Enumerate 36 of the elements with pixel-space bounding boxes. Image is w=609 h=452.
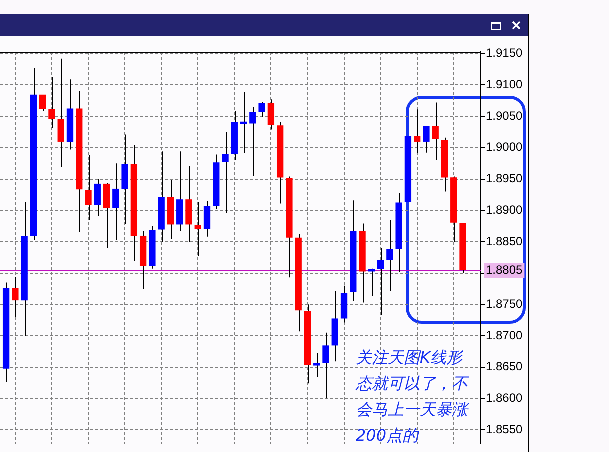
candlestick [240,92,248,154]
candlestick [377,248,384,316]
candlestick [58,58,64,168]
y-tick-label: 1.8950 [486,172,524,186]
y-tick-label: 1.8900 [486,202,524,217]
candlestick [432,102,439,161]
candlestick [386,220,394,292]
y-tick-label: 1.8700 [486,328,524,342]
candlestick [250,106,256,177]
candlestick [94,178,101,217]
candlestick [368,268,375,297]
y-tick-label: 1.9150 [486,46,524,60]
candlestick [268,99,275,130]
candlestick [258,102,266,118]
y-tick-label: 1.8850 [486,234,524,248]
y-tick-label: 1.8650 [486,360,524,374]
y-tick-label: 1.9050 [486,108,524,123]
y-tick-label: 1.9100 [486,78,524,92]
candlestick [112,163,120,241]
y-tick-label: 1.8550 [486,422,524,436]
candlestick [423,125,430,154]
candlestick [314,353,320,378]
annotation: 关注天图K线形态就可以了，不会马上一天暴涨200点的 [356,347,470,447]
candlestick [40,94,46,112]
y-tick-label: 1.8600 [486,390,524,405]
candlestick [194,202,202,257]
ref-line-label: 1.8805 [486,262,524,277]
y-tick-label: 1.9000 [486,140,524,154]
candlestick [48,76,56,129]
candlestick [414,109,421,154]
candlestick [204,200,211,238]
candlestick [222,132,229,214]
candlestick [322,332,330,400]
y-tick-label: 1.8750 [486,296,524,311]
candlestick [12,276,19,318]
candlestick [85,154,92,221]
